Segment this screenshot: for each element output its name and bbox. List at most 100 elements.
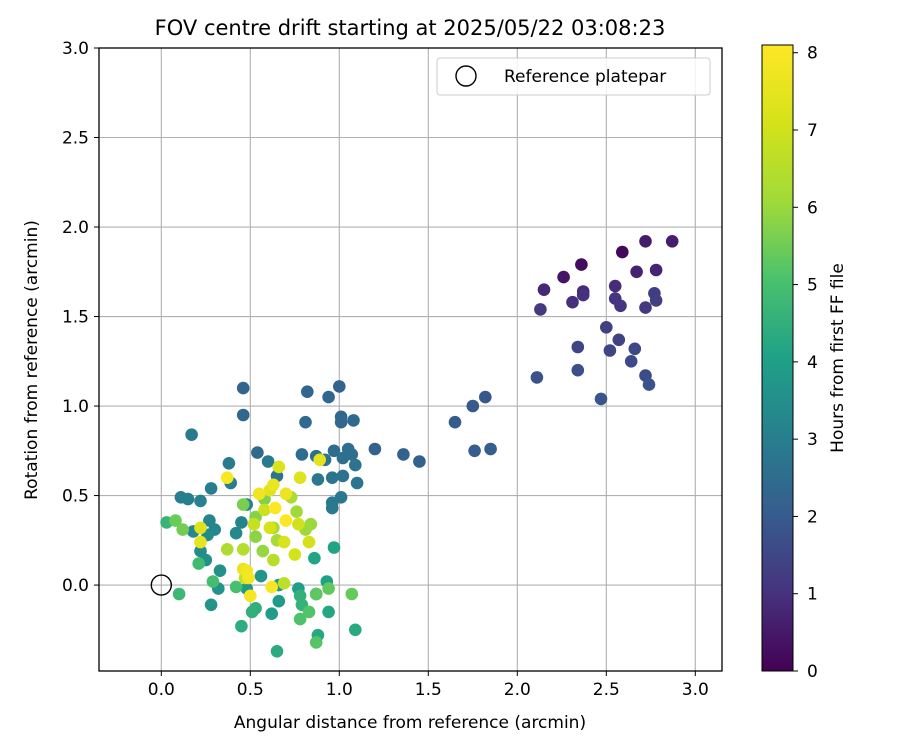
- data-point: [325, 501, 339, 515]
- data-point: [302, 605, 316, 619]
- data-point: [665, 235, 679, 248]
- data-point: [594, 392, 608, 406]
- colorbar-tick-label: 2: [807, 507, 818, 527]
- data-point: [575, 258, 588, 271]
- data-point: [466, 399, 480, 413]
- data-point: [263, 521, 277, 535]
- data-point: [566, 295, 579, 309]
- data-point: [325, 471, 339, 485]
- y-tick-label: 2.0: [62, 218, 89, 238]
- colorbar-tick-label: 3: [807, 430, 818, 450]
- data-point: [576, 288, 590, 302]
- data-point: [220, 471, 234, 485]
- data-point: [649, 294, 663, 307]
- colorbar-label: Hours from first FF file: [828, 263, 848, 453]
- x-tick-label: 1.5: [415, 680, 442, 700]
- legend: Reference platepar: [436, 57, 711, 96]
- data-point: [612, 333, 626, 347]
- data-point: [333, 380, 346, 393]
- data-point: [301, 385, 314, 399]
- x-tick-label: 0.0: [148, 680, 175, 700]
- reference-layer: [150, 574, 173, 596]
- data-point: [537, 283, 551, 297]
- data-point: [213, 564, 227, 577]
- x-tick-label: 2.5: [593, 680, 620, 700]
- data-point: [242, 571, 255, 585]
- colorbar-tick-label: 5: [807, 276, 818, 296]
- data-point: [614, 299, 627, 313]
- data-point: [336, 451, 350, 465]
- data-point: [247, 517, 261, 531]
- data-point: [322, 582, 335, 595]
- data-point: [194, 535, 207, 549]
- data-point: [534, 303, 547, 316]
- legend-reference-marker: [455, 65, 477, 87]
- data-point: [349, 458, 362, 472]
- data-point: [608, 279, 622, 293]
- y-tick-label: 0.0: [62, 576, 89, 596]
- data-point: [258, 503, 271, 517]
- data-point: [194, 494, 207, 508]
- chart-title: FOV centre drift starting at 2025/05/22 …: [155, 16, 666, 40]
- data-point: [236, 498, 250, 511]
- y-axis-label: Rotation from reference (arcmin): [22, 220, 42, 500]
- data-point: [204, 598, 218, 612]
- data-point: [571, 363, 585, 377]
- data-point: [327, 444, 341, 458]
- data-point: [302, 535, 316, 549]
- colorbar-tick-label: 1: [807, 585, 818, 605]
- data-point: [222, 457, 236, 470]
- data-point: [630, 265, 643, 279]
- data-point: [261, 455, 275, 468]
- data-point: [192, 557, 205, 570]
- data-point: [220, 543, 234, 556]
- colorbar-tick-label: 0: [807, 662, 818, 682]
- data-point: [628, 342, 642, 356]
- plot-frame: [98, 47, 723, 672]
- y-axis: 0.0 0.5 1.0 1.5 2.0 2.5 3.0: [62, 39, 99, 596]
- data-point: [345, 587, 359, 601]
- x-axis: 0.0 0.5 1.0 1.5 2.0 2.5 3.0: [148, 671, 709, 700]
- data-point: [603, 344, 617, 357]
- data-point: [448, 415, 462, 429]
- colorbar-tick-label: 7: [807, 121, 818, 141]
- y-tick-label: 0.5: [62, 487, 89, 507]
- data-point: [290, 505, 303, 518]
- data-point: [350, 476, 364, 490]
- data-point: [557, 270, 570, 284]
- colorbar-tick-label: 8: [807, 44, 818, 64]
- data-point: [309, 587, 323, 601]
- x-tick-label: 1.0: [326, 680, 353, 700]
- data-point: [272, 594, 286, 608]
- data-point: [251, 446, 264, 459]
- data-point: [334, 415, 348, 429]
- data-point: [169, 514, 182, 527]
- y-tick-label: 1.0: [62, 397, 89, 417]
- data-point: [268, 501, 282, 515]
- data-point: [468, 444, 481, 458]
- data-point: [397, 448, 410, 461]
- data-point: [347, 414, 360, 427]
- data-point: [245, 605, 259, 619]
- data-point: [244, 589, 257, 603]
- data-point: [413, 455, 426, 468]
- data-point: [530, 371, 544, 384]
- data-point: [639, 235, 652, 248]
- points-layer: [160, 235, 679, 658]
- data-point: [176, 523, 189, 536]
- data-point: [279, 514, 293, 527]
- data-point: [293, 612, 307, 626]
- data-point: [649, 263, 663, 277]
- data-point: [311, 473, 325, 486]
- data-point: [616, 245, 629, 259]
- data-point: [256, 544, 270, 558]
- data-point: [229, 526, 243, 540]
- data-point: [254, 569, 268, 583]
- data-point: [336, 469, 350, 483]
- colorbar-ticks: 0 1 2 3 4 5 6 7 8: [793, 44, 818, 682]
- data-point: [624, 355, 638, 368]
- data-point: [267, 553, 280, 567]
- data-point: [279, 487, 293, 501]
- data-point: [265, 580, 279, 594]
